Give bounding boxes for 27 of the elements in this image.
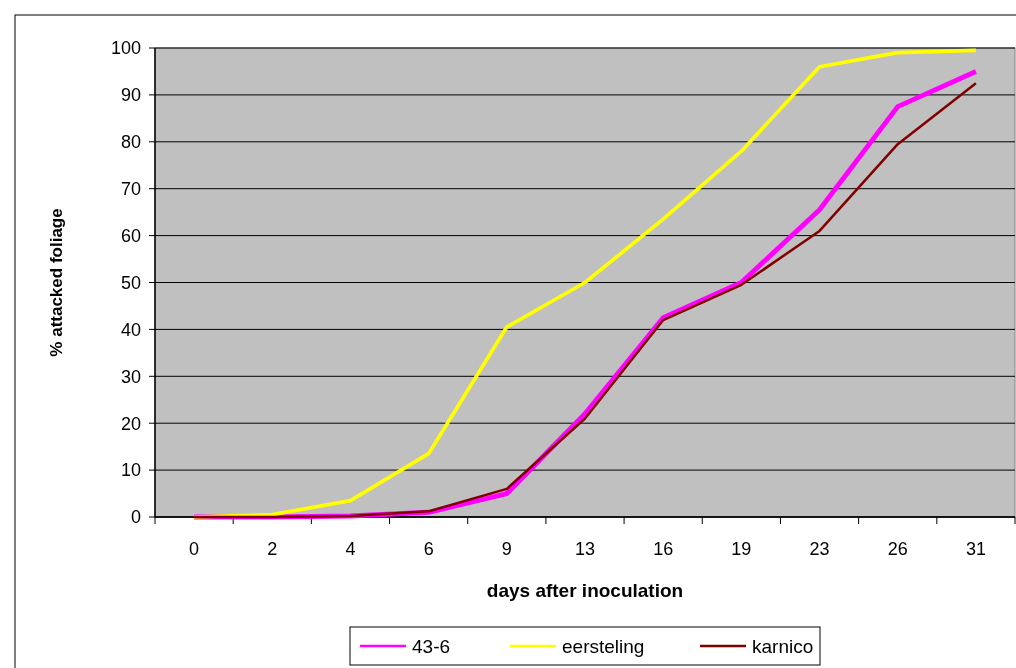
x-tick-label: 0 — [189, 539, 200, 559]
y-tick-label: 90 — [120, 85, 141, 106]
x-tick-label: 16 — [653, 539, 674, 559]
legend-label: karnico — [752, 635, 814, 657]
y-tick-label: 0 — [130, 507, 141, 528]
x-tick-label: 13 — [574, 539, 596, 559]
x-tick-label: 31 — [965, 539, 986, 559]
y-tick-label: 60 — [120, 225, 141, 246]
x-tick-label: 26 — [887, 539, 908, 559]
y-tick-label: 40 — [120, 319, 141, 340]
y-tick-label: 100 — [110, 38, 141, 59]
y-tick-label: 70 — [120, 179, 141, 199]
x-tick-label: 23 — [809, 539, 830, 559]
legend-label: eersteling — [562, 635, 645, 657]
legend-label: 43-6 — [412, 635, 451, 657]
x-tick-label: 4 — [345, 539, 356, 559]
x-tick-label: 6 — [423, 539, 434, 559]
x-tick-label: 9 — [501, 539, 512, 559]
y-tick-label: 20 — [120, 413, 141, 434]
y-tick-label: 10 — [120, 460, 141, 481]
y-axis-title: % attacked foliage — [47, 208, 66, 357]
x-tick-label: 19 — [731, 539, 752, 559]
x-tick-label: 2 — [267, 539, 278, 559]
x-axis-title: days after inoculation — [486, 580, 684, 601]
y-tick-label: 80 — [120, 132, 141, 153]
y-tick-label: 30 — [120, 366, 141, 387]
y-tick-label: 50 — [120, 272, 141, 293]
